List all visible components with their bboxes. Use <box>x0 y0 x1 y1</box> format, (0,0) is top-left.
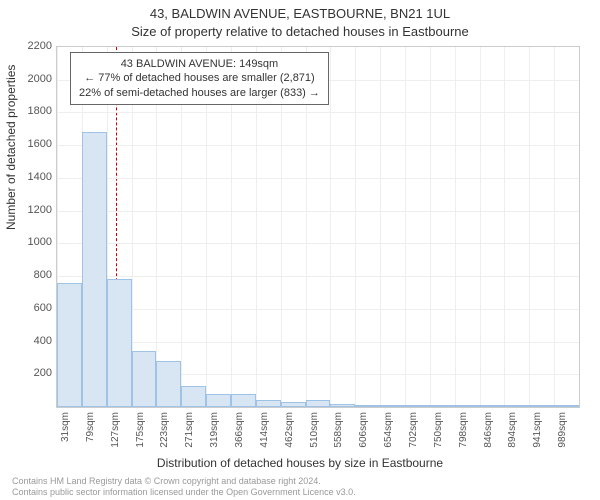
gridline-vertical <box>330 47 331 407</box>
y-tick-label: 1200 <box>20 204 52 216</box>
footer-line-2: Contains public sector information licen… <box>12 487 356 498</box>
histogram-bar <box>181 386 206 407</box>
histogram-bar <box>504 405 529 407</box>
histogram-bar <box>132 351 157 407</box>
y-tick-label: 2000 <box>20 73 52 85</box>
x-tick-label: 510sqm <box>309 412 320 452</box>
gridline-horizontal <box>57 276 579 277</box>
histogram-bar <box>529 405 554 407</box>
gridline-vertical <box>529 47 530 407</box>
gridline-horizontal <box>57 178 579 179</box>
footer-attribution: Contains HM Land Registry data © Crown c… <box>12 476 356 498</box>
title-line-2: Size of property relative to detached ho… <box>0 22 600 40</box>
histogram-bar <box>554 405 579 407</box>
histogram-bar <box>256 400 281 407</box>
histogram-bar <box>231 394 256 407</box>
gridline-vertical <box>455 47 456 407</box>
histogram-bar <box>380 405 405 407</box>
annotation-line-1: 43 BALDWIN AVENUE: 149sqm <box>79 57 320 71</box>
x-tick-label: 654sqm <box>383 412 394 452</box>
x-tick-label: 846sqm <box>483 412 494 452</box>
gridline-horizontal <box>57 145 579 146</box>
x-tick-label: 175sqm <box>135 412 146 452</box>
histogram-bar <box>355 405 380 407</box>
histogram-bar <box>306 400 331 407</box>
histogram-bar <box>405 405 430 407</box>
figure-container: 43, BALDWIN AVENUE, EASTBOURNE, BN21 1UL… <box>0 0 600 500</box>
y-tick-label: 1000 <box>20 236 52 248</box>
histogram-bar <box>281 402 306 407</box>
title-line-1: 43, BALDWIN AVENUE, EASTBOURNE, BN21 1UL <box>0 0 600 22</box>
histogram-bar <box>330 404 355 407</box>
y-tick-label: 1400 <box>20 171 52 183</box>
gridline-horizontal <box>57 342 579 343</box>
histogram-bar <box>480 405 505 407</box>
y-axis-title: Number of detached properties <box>4 65 18 230</box>
x-tick-label: 798sqm <box>458 412 469 452</box>
gridline-vertical <box>504 47 505 407</box>
x-tick-label: 366sqm <box>234 412 245 452</box>
y-tick-label: 600 <box>20 302 52 314</box>
x-tick-label: 462sqm <box>284 412 295 452</box>
x-tick-label: 702sqm <box>408 412 419 452</box>
gridline-vertical <box>480 47 481 407</box>
x-tick-label: 414sqm <box>259 412 270 452</box>
x-tick-label: 271sqm <box>184 412 195 452</box>
y-tick-label: 2200 <box>20 40 52 52</box>
gridline-horizontal <box>57 211 579 212</box>
y-tick-label: 400 <box>20 335 52 347</box>
gridline-vertical <box>430 47 431 407</box>
histogram-bar <box>430 405 455 407</box>
x-axis-title: Distribution of detached houses by size … <box>0 456 600 470</box>
annotation-line-2: ← 77% of detached houses are smaller (2,… <box>79 71 320 85</box>
histogram-bar <box>455 405 480 407</box>
y-tick-label: 1600 <box>20 138 52 150</box>
x-tick-label: 558sqm <box>333 412 344 452</box>
x-tick-label: 223sqm <box>159 412 170 452</box>
x-tick-label: 989sqm <box>557 412 568 452</box>
gridline-horizontal <box>57 243 579 244</box>
y-tick-label: 1800 <box>20 105 52 117</box>
x-tick-label: 31sqm <box>60 412 71 452</box>
x-tick-label: 319sqm <box>209 412 220 452</box>
histogram-bar <box>156 361 181 407</box>
y-tick-label: 200 <box>20 367 52 379</box>
x-tick-label: 941sqm <box>532 412 543 452</box>
histogram-bar <box>82 132 107 407</box>
x-tick-label: 79sqm <box>85 412 96 452</box>
gridline-vertical <box>355 47 356 407</box>
x-tick-label: 127sqm <box>110 412 121 452</box>
gridline-vertical <box>380 47 381 407</box>
annotation-box: 43 BALDWIN AVENUE: 149sqm ← 77% of detac… <box>70 52 329 105</box>
histogram-bar <box>57 283 82 407</box>
x-tick-label: 894sqm <box>507 412 518 452</box>
gridline-vertical <box>554 47 555 407</box>
gridline-horizontal <box>57 112 579 113</box>
x-tick-label: 606sqm <box>358 412 369 452</box>
gridline-horizontal <box>57 309 579 310</box>
y-tick-label: 800 <box>20 269 52 281</box>
histogram-bar <box>206 394 231 407</box>
x-tick-label: 750sqm <box>433 412 444 452</box>
histogram-bar <box>107 279 132 407</box>
footer-line-1: Contains HM Land Registry data © Crown c… <box>12 476 356 487</box>
gridline-vertical <box>405 47 406 407</box>
annotation-line-3: 22% of semi-detached houses are larger (… <box>79 86 320 100</box>
